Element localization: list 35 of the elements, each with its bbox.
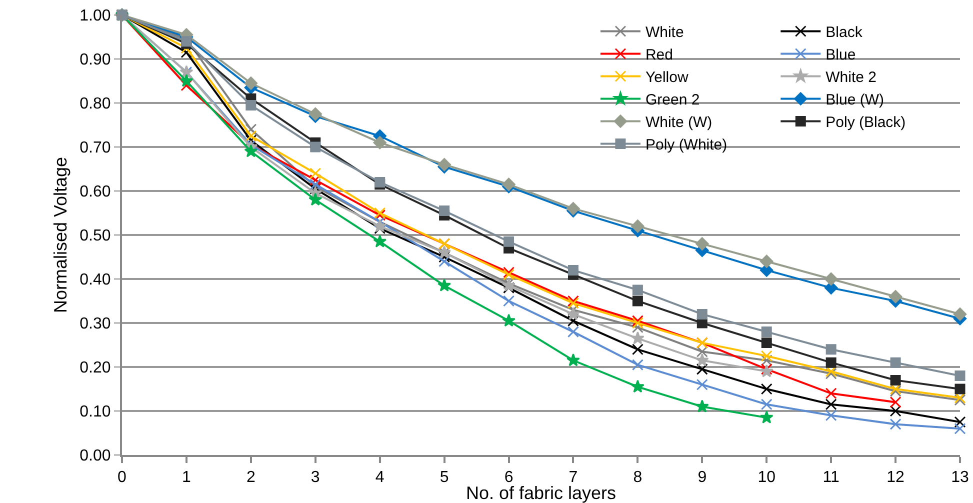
legend-label: Green 2 (645, 92, 700, 109)
y-axis-title: Normalised Voltage (50, 156, 70, 314)
x-tick-label: 9 (698, 469, 707, 486)
legend-label: White 2 (826, 69, 876, 86)
x-tick-label: 1 (182, 469, 192, 486)
x-tick-label: 3 (310, 469, 320, 486)
x-tick-label: 4 (375, 469, 384, 486)
y-tick-label: 0.40 (80, 272, 111, 289)
legend-label: Poly (Black) (826, 114, 906, 132)
y-tick-label: 0.60 (80, 184, 111, 201)
y-tick-label: 0.70 (80, 140, 111, 157)
y-tick-label: 0.00 (80, 448, 111, 465)
legend-label: White (W) (645, 114, 712, 132)
legend-label: White (645, 24, 684, 42)
legend-label: Red (645, 46, 673, 64)
legend-label: Blue (W) (826, 92, 884, 109)
legend-label: Black (826, 24, 863, 42)
x-tick-label: 2 (246, 469, 256, 486)
y-tick-label: 1.00 (80, 8, 111, 25)
legend-label: Yellow (645, 69, 688, 86)
x-tick-label: 10 (758, 469, 776, 486)
x-tick-label: 12 (886, 469, 905, 486)
x-tick-label: 8 (633, 469, 642, 486)
legend-label: Blue (826, 46, 856, 64)
y-tick-label: 0.30 (80, 316, 111, 333)
x-tick-label: 0 (118, 469, 127, 486)
y-tick-label: 0.10 (80, 404, 111, 421)
y-tick-label: 0.50 (80, 228, 111, 245)
x-tick-label: 13 (951, 469, 969, 486)
x-tick-label: 5 (440, 469, 449, 486)
x-tick-label: 11 (822, 469, 840, 486)
y-tick-label: 0.80 (80, 96, 111, 113)
y-tick-label: 0.90 (80, 52, 111, 69)
y-tick-label: 0.20 (80, 360, 111, 377)
legend-label: Poly (White) (645, 136, 728, 154)
